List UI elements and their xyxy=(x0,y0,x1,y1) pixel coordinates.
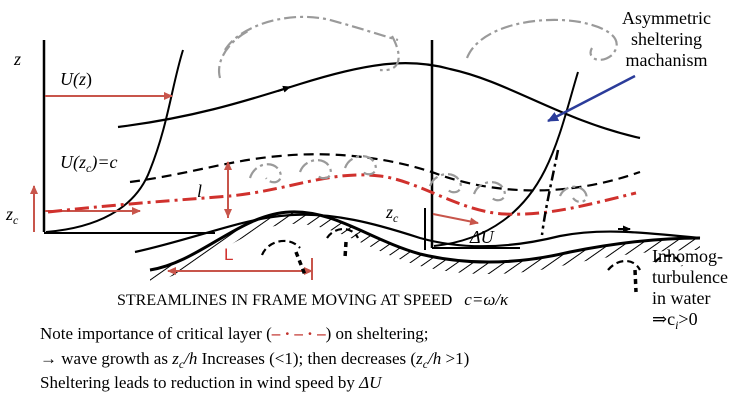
note-line-2: → wave growth as zc/h Increases (<1); th… xyxy=(40,349,470,371)
wave-surface xyxy=(149,210,701,272)
asymmetric-mechanism-label: Asymmetric sheltering machanism xyxy=(622,8,711,70)
u-of-zc-label: U(zc)=c xyxy=(60,152,118,175)
upper-streamline xyxy=(117,62,641,140)
zc-right-label: zc xyxy=(386,202,399,225)
right-dashdot-line xyxy=(540,149,560,236)
right-velocity-profile xyxy=(433,71,579,247)
streamlines-caption: STREAMLINES IN FRAME MOVING AT SPEED c=ω… xyxy=(117,290,509,309)
u-of-z-z: z xyxy=(79,69,87,89)
L-label: L xyxy=(224,245,234,264)
wave-hatch xyxy=(150,211,700,282)
u-of-z-close: ) xyxy=(86,69,93,89)
u-of-z-label: U(z) xyxy=(60,70,92,88)
z-axis-label: z xyxy=(14,49,22,69)
water-eddy-stems xyxy=(294,241,638,293)
speed-formula: c=ω/κ xyxy=(464,290,509,309)
critical-layer xyxy=(47,173,637,216)
water-eddies xyxy=(260,227,684,271)
air-eddies xyxy=(217,15,618,204)
note-line-3: Sheltering leads to reduction in wind sp… xyxy=(40,373,382,392)
delta-u-label: ΔU xyxy=(470,227,494,247)
inhomog-turbulence-label: Inhomog- turbulence in water ⇒ci>0 xyxy=(652,246,728,332)
mechanism-arrow xyxy=(547,74,636,123)
zc-right-arrow xyxy=(432,213,479,226)
zc-left-label: zc xyxy=(6,204,19,227)
u-of-z-u: U( xyxy=(60,69,79,89)
upper-streamline-arrow xyxy=(277,85,291,93)
dashed-streamline xyxy=(129,153,641,192)
l-label: l xyxy=(197,181,203,201)
critical-layer-legend: ‒ · ‒ · ‒ xyxy=(271,324,326,343)
note-line-1: Note importance of critical layer (‒ · ‒… xyxy=(40,324,429,343)
lower-streamline xyxy=(134,213,701,254)
left-velocity-profile xyxy=(45,49,184,233)
